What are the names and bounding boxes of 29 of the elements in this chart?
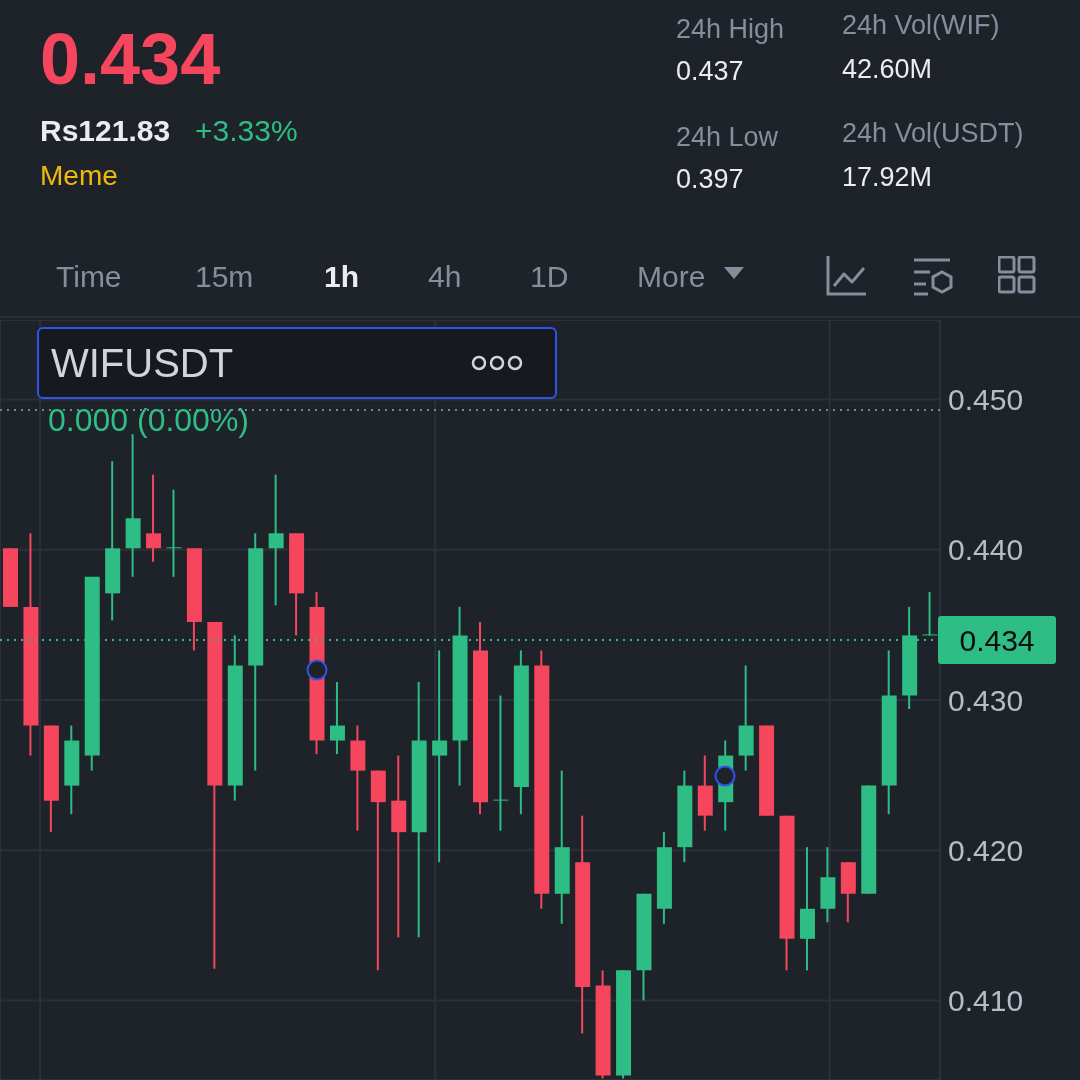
text: Time [56, 260, 122, 294]
y-tick-label: 0.450 [948, 383, 1024, 417]
candlestick [432, 650, 448, 863]
text: 24h Vol(USDT) [842, 118, 1024, 149]
title-box: WIFUSDT [37, 327, 557, 399]
text: 17.92M [842, 162, 933, 193]
y-tick-label: 0.420 [948, 833, 1024, 867]
text: More [637, 260, 706, 294]
y-tick-label: 0.430 [948, 683, 1024, 717]
y-tick-label: 0.440 [948, 533, 1024, 567]
text: 0.397 [676, 164, 744, 195]
text: Meme [40, 160, 118, 192]
text: 24h Vol(WIF) [842, 10, 1000, 41]
candlestick [166, 489, 182, 577]
ref-line-label: 0.434 [959, 623, 1035, 657]
text: 0.434 [40, 18, 221, 100]
text: Rs121.83 [40, 114, 171, 148]
text: 0.437 [676, 56, 744, 87]
text: +3.33% [195, 114, 298, 148]
text: 24h High [676, 14, 785, 45]
candlestick [493, 695, 509, 831]
text: 42.60M [842, 54, 933, 85]
text: 1h [324, 260, 360, 294]
text: 4h [428, 260, 462, 294]
text: 1D [530, 260, 569, 294]
annotation: 0.000 (0.00%) [48, 402, 250, 439]
text: 15m [195, 260, 254, 294]
text: 24h Low [676, 122, 779, 153]
y-tick-label: 0.410 [948, 984, 1024, 1018]
